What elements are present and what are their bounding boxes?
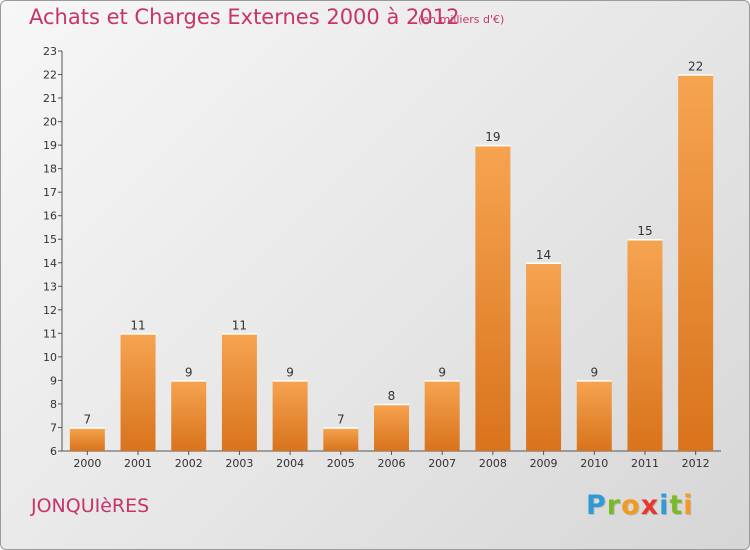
bar xyxy=(171,380,207,451)
bar-value-label: 22 xyxy=(688,60,703,74)
bar xyxy=(374,403,409,451)
bar-value-label: 7 xyxy=(337,412,345,426)
chart-subtitle: (en milliers d'€) xyxy=(418,13,505,26)
bar xyxy=(678,74,714,451)
x-tick-label: 2000 xyxy=(73,457,101,470)
x-tick-label: 2001 xyxy=(124,457,152,470)
y-tick-label: 15 xyxy=(43,233,57,246)
y-tick-label: 7 xyxy=(50,421,57,434)
y-tick-label: 9 xyxy=(50,374,57,387)
bar xyxy=(526,262,562,451)
bar-value-label: 19 xyxy=(485,130,500,144)
city-name: JONQUIèRES xyxy=(31,495,150,517)
bar-value-label: 9 xyxy=(185,365,193,379)
bar xyxy=(272,380,308,451)
bar xyxy=(69,427,105,451)
bars xyxy=(69,74,714,451)
logo-letter: x xyxy=(640,490,660,521)
logo-letter: i xyxy=(683,490,694,521)
x-tick-label: 2011 xyxy=(631,457,659,470)
x-tick-label: 2002 xyxy=(175,457,203,470)
y-tick-label: 19 xyxy=(43,139,57,152)
bar xyxy=(576,380,612,451)
bar-value-label: 11 xyxy=(130,318,145,332)
x-tick-label: 2012 xyxy=(682,457,710,470)
y-tick-label: 21 xyxy=(43,92,57,105)
logo-letter: o xyxy=(621,490,641,521)
bar-value-label: 7 xyxy=(84,412,92,426)
logo-letter: P xyxy=(586,490,607,521)
value-labels: 7 11 9 11 9 7 8 9 19 14 9 15 22 xyxy=(84,60,704,427)
x-tick-label: 2008 xyxy=(479,457,507,470)
y-tick-label: 17 xyxy=(43,186,57,199)
bar-value-label: 14 xyxy=(536,248,551,262)
bar-value-label: 9 xyxy=(438,365,446,379)
y-tick-label: 6 xyxy=(50,445,57,458)
y-tick-label: 22 xyxy=(43,69,57,82)
bar-value-label: 11 xyxy=(232,318,247,332)
x-tick-label: 2009 xyxy=(530,457,558,470)
x-tick-label: 2005 xyxy=(327,457,355,470)
bar-value-label: 9 xyxy=(286,365,294,379)
bar xyxy=(221,333,257,451)
x-tick-label: 2006 xyxy=(378,457,406,470)
logo-letter: r xyxy=(606,490,622,521)
bar-value-label: 15 xyxy=(637,224,652,238)
bar xyxy=(323,427,359,451)
bar-value-label: 8 xyxy=(388,389,396,403)
y-tick-label: 12 xyxy=(43,304,57,317)
y-tick-label: 16 xyxy=(43,210,57,223)
logo-letter: i xyxy=(659,490,670,521)
logo-letter: t xyxy=(669,490,684,521)
chart-title: Achats et Charges Externes 2000 à 2012 xyxy=(29,5,460,29)
y-tick-label: 8 xyxy=(50,398,57,411)
x-tick-label: 2007 xyxy=(428,457,456,470)
axes: 6 7 8 9 10 11 12 13 14 15 16 17 18 19 20 21 22 23 2000 2001… xyxy=(43,45,721,470)
bar xyxy=(627,239,663,451)
proxiti-logo: Proxiti xyxy=(586,490,694,521)
y-tick-label: 18 xyxy=(43,163,57,176)
bar xyxy=(475,145,511,451)
y-tick-label: 14 xyxy=(43,257,57,270)
y-tick-label: 13 xyxy=(43,280,57,293)
x-tick-label: 2004 xyxy=(276,457,304,470)
y-tick-label: 11 xyxy=(43,327,57,340)
x-tick-label: 2010 xyxy=(580,457,608,470)
bar-value-label: 9 xyxy=(590,365,598,379)
y-tick-label: 10 xyxy=(43,351,57,364)
y-tick-label: 20 xyxy=(43,116,57,129)
y-tick-label: 23 xyxy=(43,45,57,58)
bar xyxy=(120,333,156,451)
x-tick-label: 2003 xyxy=(225,457,253,470)
bar xyxy=(424,380,460,451)
